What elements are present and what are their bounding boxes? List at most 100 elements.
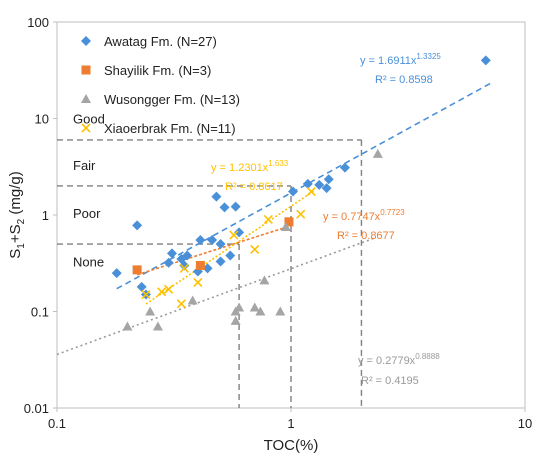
data-point-s0-0 [111, 268, 122, 279]
data-point-s1-0 [132, 265, 142, 275]
trend-equation-base-2: y = 0.2779x [358, 355, 416, 367]
data-point-s3-3-stroke-b [176, 299, 186, 309]
data-point-s3-1 [157, 287, 167, 297]
data-point-s3-6-stroke-b [229, 230, 239, 240]
data-point-s0-16 [234, 227, 245, 238]
y-tick-label-4: 100 [27, 15, 49, 30]
y-axis-title-mid: +S [7, 224, 24, 243]
data-point-s3-7 [250, 244, 260, 254]
trend-r2-0: R² = 0.8598 [375, 74, 433, 86]
x-tick-label-1: 1 [287, 416, 294, 431]
data-point-s0-15 [230, 201, 241, 212]
data-point-s0-19 [314, 179, 325, 190]
data-point-s2-5 [234, 302, 245, 312]
data-point-s0-26 [215, 256, 226, 267]
legend-marker-2 [81, 94, 91, 103]
data-point-s3-0 [141, 289, 151, 300]
data-point-s2-1 [145, 306, 156, 316]
trend-equation-base-1: y = 0.7747x [323, 211, 381, 223]
y-tick-label-3: 10 [35, 112, 49, 127]
trend-equation-3: y = 1.2301x1.633 [211, 159, 289, 174]
data-point-s3-10 [306, 186, 316, 197]
data-point-s0-7 [179, 260, 190, 271]
data-point-s0-11 [211, 191, 222, 202]
legend-label-2: Wusongger Fm. (N=13) [104, 92, 240, 107]
legend-label-3: Xiaoerbrak Fm. (N=11) [104, 121, 236, 136]
data-point-s0-12 [215, 239, 226, 250]
trend-r2-2: R² = 0.4195 [361, 375, 419, 387]
data-point-s3-9 [296, 209, 306, 219]
data-point-s0-2 [136, 281, 147, 292]
legend-label-0: Awatag Fm. (N=27) [104, 34, 217, 49]
class-label-3: None [73, 254, 104, 269]
y-axis-title-sub1: 1 [16, 243, 27, 249]
data-point-s2-6 [249, 302, 260, 312]
class-label-1: Fair [73, 158, 96, 173]
data-point-s2-8 [259, 275, 270, 285]
data-point-s1-1 [195, 260, 205, 270]
trend-r2-1: R² = 0.8677 [337, 230, 395, 242]
data-point-s3-2-stroke-b [164, 284, 174, 294]
data-point-s2-9 [275, 306, 286, 316]
y-axis-title-base: S [7, 249, 24, 259]
trendline-2 [56, 236, 376, 356]
data-point-s0-25 [202, 263, 213, 274]
legend-label-1: Shayilik Fm. (N=3) [104, 63, 211, 78]
x-axis-title: TOC(%) [264, 437, 319, 454]
y-tick-label-1: 0.1 [31, 305, 49, 320]
data-point-s3-1-stroke-b [157, 287, 167, 297]
trendline-0 [116, 81, 492, 290]
class-label-2: Poor [73, 206, 101, 221]
legend-marker-0 [81, 36, 91, 46]
y-axis-title-tail: (mg/g) [7, 171, 24, 219]
trend-equation-1: y = 0.7747x0.7723 [323, 208, 405, 223]
data-point-s3-5 [193, 277, 203, 288]
trend-equation-2: y = 0.2779x0.8888 [358, 352, 440, 367]
trend-equation-0: y = 1.6911x1.3325 [360, 52, 441, 67]
trendline-1 [136, 224, 292, 276]
trend-equation-exponent-0: 1.3325 [416, 52, 441, 61]
trend-equation-base-3: y = 1.2301x [211, 162, 269, 174]
data-point-s3-7-stroke-b [250, 244, 260, 254]
class-label-0: Good [73, 112, 105, 127]
data-point-s0-20 [321, 183, 332, 194]
y-axis-title: S1+S2 (mg/g) [7, 171, 27, 258]
y-axis-title-sub2: 2 [16, 218, 27, 224]
data-point-s0-21 [323, 174, 334, 185]
trend-equation-exponent-1: 0.7723 [380, 208, 405, 217]
data-point-s0-4 [163, 257, 174, 268]
trend-r2-3: R² = 0.8617 [225, 181, 283, 193]
legend-marker-3-stroke-b [81, 123, 91, 133]
data-point-s2-12 [187, 295, 198, 305]
data-point-s0-9 [195, 235, 206, 246]
data-point-s3-10-stroke-b [306, 186, 316, 197]
data-point-s3-8 [263, 214, 273, 224]
data-point-s0-14 [225, 250, 236, 261]
legend-marker-3 [81, 123, 91, 133]
data-point-s2-2 [152, 321, 163, 331]
data-point-s0-1 [132, 220, 143, 231]
data-point-s3-5-stroke-b [193, 277, 203, 288]
data-point-s0-5 [166, 248, 177, 259]
data-point-s0-17 [288, 186, 299, 197]
data-point-s2-3 [230, 315, 241, 325]
data-point-s2-0 [122, 321, 133, 331]
data-point-s0-10 [207, 235, 218, 246]
data-point-s2-7 [255, 306, 266, 316]
data-point-s0-23 [480, 55, 491, 66]
x-tick-label-2: 10 [518, 416, 532, 431]
data-point-s0-18 [302, 178, 313, 189]
trend-equation-exponent-2: 0.8888 [415, 352, 440, 361]
trend-equation-base-0: y = 1.6911x [360, 55, 417, 67]
trendline-3 [145, 190, 315, 305]
data-point-s3-4-stroke-b [179, 263, 189, 273]
data-point-s2-10 [280, 222, 291, 232]
data-point-s0-22 [339, 162, 350, 173]
data-point-s3-9-stroke-b [296, 209, 306, 219]
y-tick-label-0: 0.01 [24, 401, 49, 416]
legend-marker-1 [81, 65, 91, 75]
data-point-s3-3 [176, 299, 186, 309]
data-point-s3-6 [229, 230, 239, 240]
